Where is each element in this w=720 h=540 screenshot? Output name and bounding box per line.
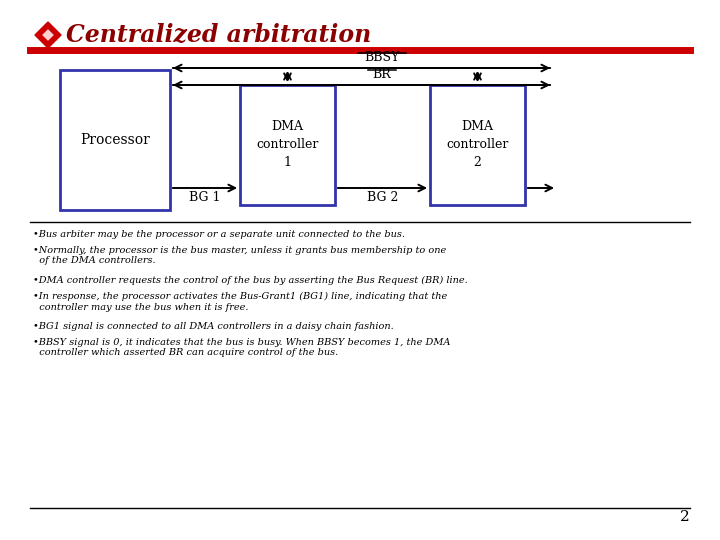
Text: •DMA controller requests the control of the bus by asserting the Bus Request (BR: •DMA controller requests the control of … (33, 276, 468, 285)
Text: DMA
controller
2: DMA controller 2 (446, 120, 509, 170)
Text: Processor: Processor (80, 133, 150, 147)
Polygon shape (42, 29, 54, 41)
Text: DMA
controller
1: DMA controller 1 (256, 120, 319, 170)
Text: Centralized arbitration: Centralized arbitration (66, 23, 372, 47)
Text: •BG1 signal is connected to all DMA controllers in a daisy chain fashion.: •BG1 signal is connected to all DMA cont… (33, 322, 394, 331)
Text: •In response, the processor activates the Bus-Grant1 (BG1) line, indicating that: •In response, the processor activates th… (33, 292, 447, 312)
Text: 2: 2 (680, 510, 690, 524)
Text: •Normally, the processor is the bus master, unless it grants bus membership to o: •Normally, the processor is the bus mast… (33, 246, 446, 265)
Bar (60, 70, 170, 210)
Text: BG 2: BG 2 (366, 191, 398, 204)
Text: BR: BR (372, 68, 391, 81)
Text: •BBSY signal is 0, it indicates that the bus is busy. When BBSY becomes 1, the D: •BBSY signal is 0, it indicates that the… (33, 338, 451, 357)
Text: BBSY: BBSY (364, 51, 399, 64)
Polygon shape (35, 22, 61, 48)
Bar (430, 85, 525, 205)
Bar (240, 85, 335, 205)
Text: BG 1: BG 1 (189, 191, 221, 204)
Text: •Bus arbiter may be the processor or a separate unit connected to the bus.: •Bus arbiter may be the processor or a s… (33, 230, 405, 239)
